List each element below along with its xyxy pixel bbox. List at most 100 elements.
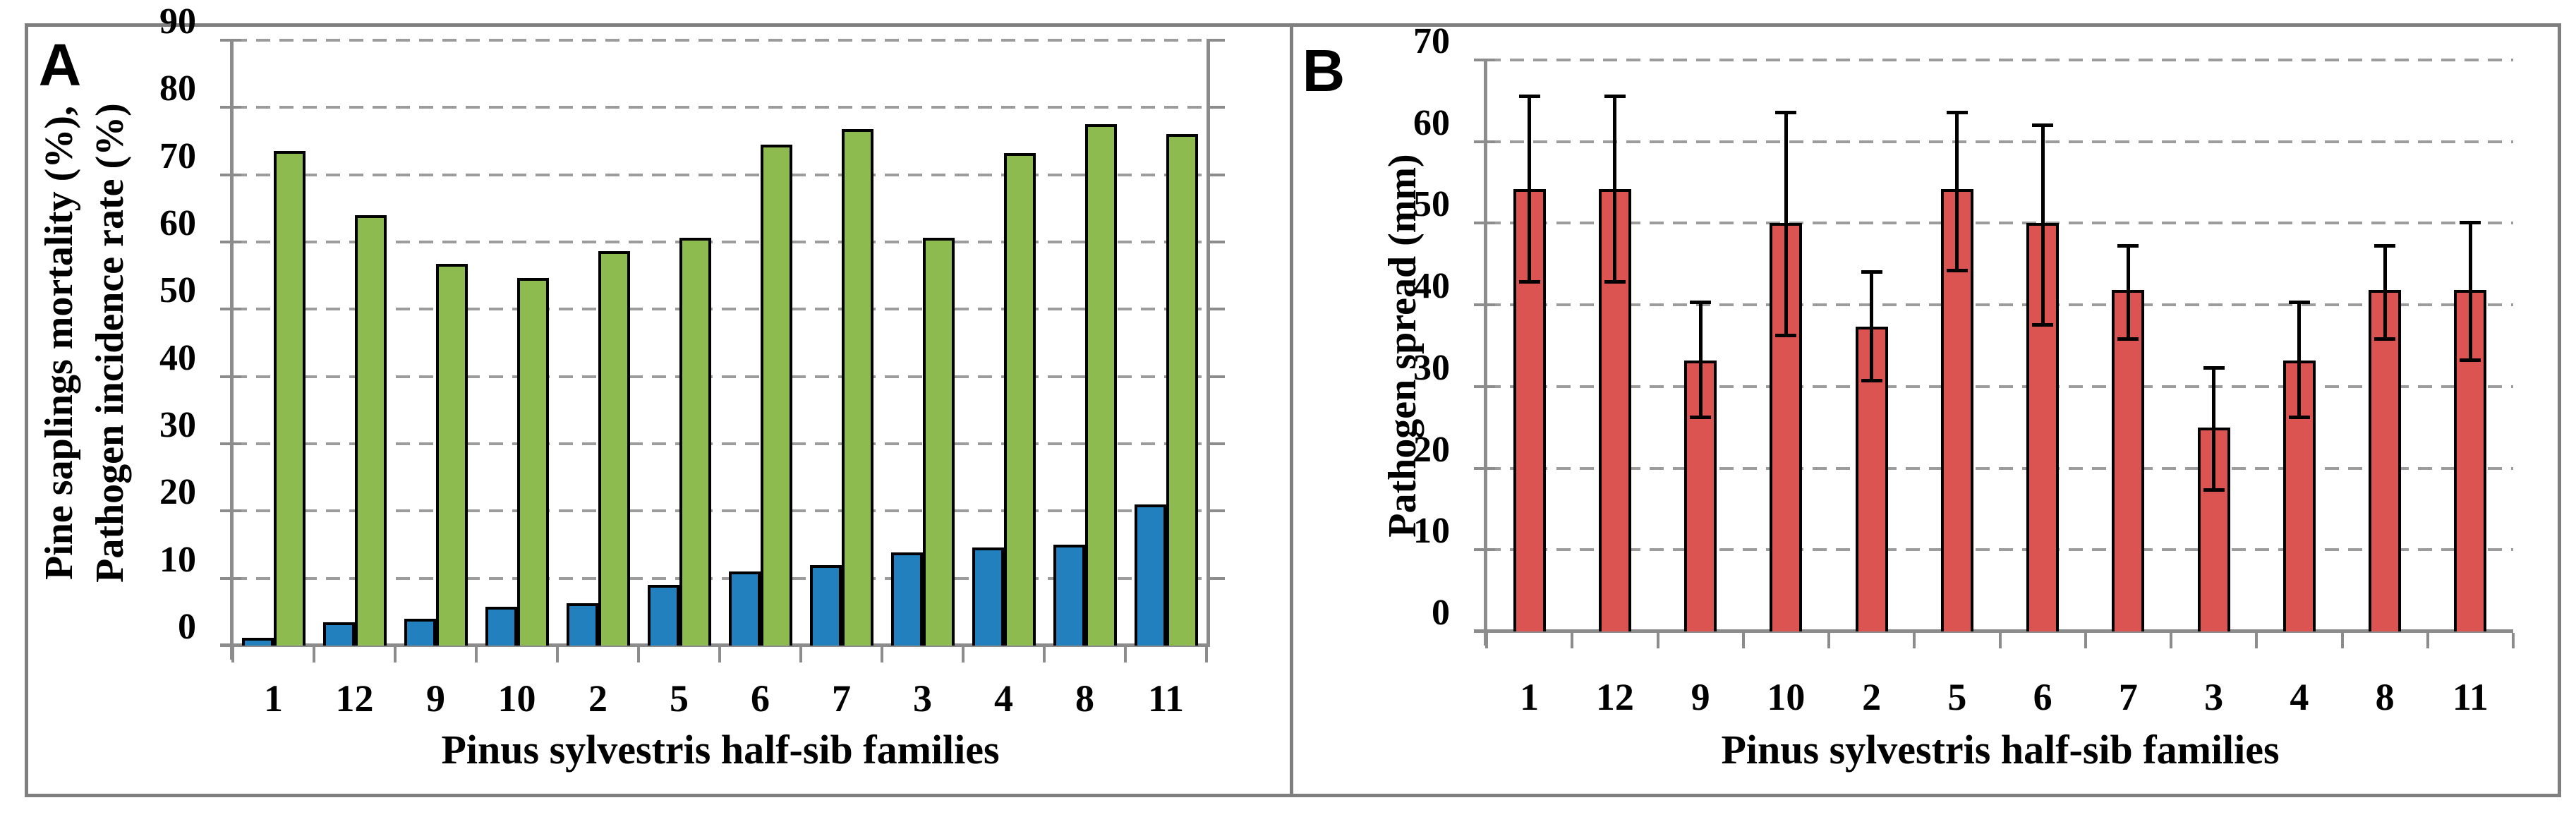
y-tick-label: 20 (1413, 429, 1450, 470)
right-axis-tick (1209, 308, 1225, 311)
incidence-bar (598, 251, 630, 646)
error-bar-cap-top (1604, 95, 1626, 99)
mortality-bar (404, 618, 436, 646)
panel-a-x-axis-title: Pinus sylvestris half-sib families (441, 727, 1000, 773)
mortality-bar (242, 637, 274, 646)
error-bar-line (1955, 113, 1959, 271)
error-bar-line (1698, 302, 1703, 418)
panel-b-label: B (1302, 37, 1346, 104)
error-bar-line (2212, 368, 2216, 490)
spread-bar (2112, 290, 2145, 631)
error-bar-cap-top (2288, 300, 2310, 304)
right-axis-tick (1209, 241, 1225, 243)
error-bar-line (2126, 246, 2130, 339)
mortality-bar (1135, 504, 1166, 646)
x-tick-label: 6 (751, 677, 770, 720)
error-bar-cap-top (2117, 243, 2139, 248)
x-tick-label: 2 (588, 677, 607, 720)
x-tick-label: 10 (1767, 676, 1806, 718)
error-bar-cap-bottom (2374, 337, 2396, 341)
y-tick-label: 40 (1413, 266, 1450, 307)
error-bar-cap-bottom (2460, 358, 2481, 362)
y-tick-label: 80 (159, 68, 196, 109)
x-tick-label: 4 (994, 677, 1013, 720)
x-axis-tick (1656, 633, 1659, 648)
spread-bar (2369, 290, 2402, 631)
error-bar-cap-bottom (1861, 378, 1882, 382)
x-axis-tick (718, 647, 721, 662)
right-axis-tick (1209, 442, 1225, 445)
y-axis-tick (220, 308, 241, 311)
incidence-bar (923, 238, 955, 646)
incidence-bar (517, 278, 549, 646)
gridline (1487, 385, 2513, 388)
y-axis-tick (220, 576, 241, 580)
x-axis-tick (799, 647, 802, 662)
panel-a-y-axis-title-line1: Pine saplings mortality (%), (37, 106, 81, 580)
mortality-bar (1053, 545, 1085, 646)
error-bar-cap-bottom (2203, 488, 2225, 492)
gridline (1487, 303, 2513, 307)
gridline (1487, 466, 2513, 470)
gridline (233, 241, 1207, 243)
y-tick-label: 10 (1413, 511, 1450, 552)
incidence-bar (761, 144, 792, 646)
x-tick-label: 11 (2452, 676, 2489, 718)
y-tick-label: 0 (1432, 593, 1450, 633)
y-axis-line (230, 39, 234, 660)
y-tick-label: 50 (159, 270, 196, 311)
gridline (233, 308, 1207, 311)
panel-b-plot-area: 0 10 20 30 40 50 60 70 1 12 9 10 2 5 6 7 3 4 8 11 (1413, 23, 2515, 716)
plot-right-border (1207, 39, 1210, 647)
mortality-bar (323, 622, 355, 646)
x-tick-label: 3 (2204, 676, 2224, 718)
error-bar-cap-bottom (1604, 279, 1626, 284)
y-tick-label: 30 (1413, 347, 1450, 388)
x-tick-label: 8 (1075, 677, 1094, 720)
panel-b-x-axis-title: Pinus sylvestris half-sib families (1721, 727, 2280, 773)
gridline (233, 375, 1207, 378)
y-axis-tick (1474, 222, 1495, 225)
right-axis-tick (1209, 375, 1225, 378)
y-axis-tick (1474, 303, 1495, 307)
error-bar-cap-top (2203, 366, 2225, 370)
panel-a-plot-area: 0 10 20 30 40 50 60 70 80 90 1 12 9 10 2 5 6 7 3 4 8 11 (159, 4, 1225, 718)
x-tick-label: 4 (2290, 676, 2309, 718)
panel-a-label: A (38, 32, 82, 98)
error-bar-line (2383, 246, 2387, 339)
error-bar-line (1528, 97, 1532, 282)
error-bar-cap-top (2460, 221, 2481, 225)
error-bar-cap-top (1775, 111, 1797, 115)
x-axis-tick (2426, 633, 2429, 648)
x-tick-label: 11 (1147, 677, 1185, 720)
incidence-bar (1166, 134, 1198, 646)
x-axis-tick (556, 647, 559, 662)
x-tick-label: 7 (2118, 676, 2138, 718)
right-axis-tick (1209, 509, 1225, 513)
y-axis-tick (1474, 548, 1495, 552)
x-axis-tick (2340, 633, 2344, 648)
y-axis-tick (1474, 59, 1495, 61)
mortality-bar (648, 585, 679, 646)
x-axis-tick (2084, 633, 2087, 648)
x-tick-label: 6 (2033, 676, 2052, 718)
y-tick-label: 90 (159, 1, 196, 42)
gridline (233, 106, 1207, 109)
x-axis-tick (637, 647, 640, 662)
right-axis-tick (1209, 173, 1225, 176)
error-bar-cap-bottom (2032, 323, 2054, 327)
x-tick-label: 12 (335, 677, 374, 720)
error-bar-cap-bottom (1690, 415, 1712, 419)
x-axis-tick (1124, 647, 1127, 662)
y-axis-tick (220, 509, 241, 513)
gridline (233, 39, 1207, 42)
x-tick-label: 10 (497, 677, 536, 720)
y-tick-label: 60 (159, 203, 196, 243)
y-tick-label: 70 (159, 135, 196, 176)
x-tick-label: 5 (670, 677, 689, 720)
mortality-bar (567, 603, 598, 646)
x-axis-tick (1485, 633, 1488, 648)
x-axis-line (1474, 629, 2513, 633)
panel-a-y-axis-title-line2: Pathogen incidence rate (%) (88, 103, 132, 583)
